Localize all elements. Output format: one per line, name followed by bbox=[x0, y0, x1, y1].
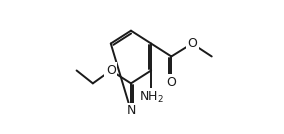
Text: N: N bbox=[126, 104, 136, 117]
Text: O: O bbox=[187, 37, 197, 50]
Text: O: O bbox=[166, 76, 176, 89]
Text: O: O bbox=[106, 64, 116, 77]
Text: NH$_2$: NH$_2$ bbox=[139, 90, 164, 105]
